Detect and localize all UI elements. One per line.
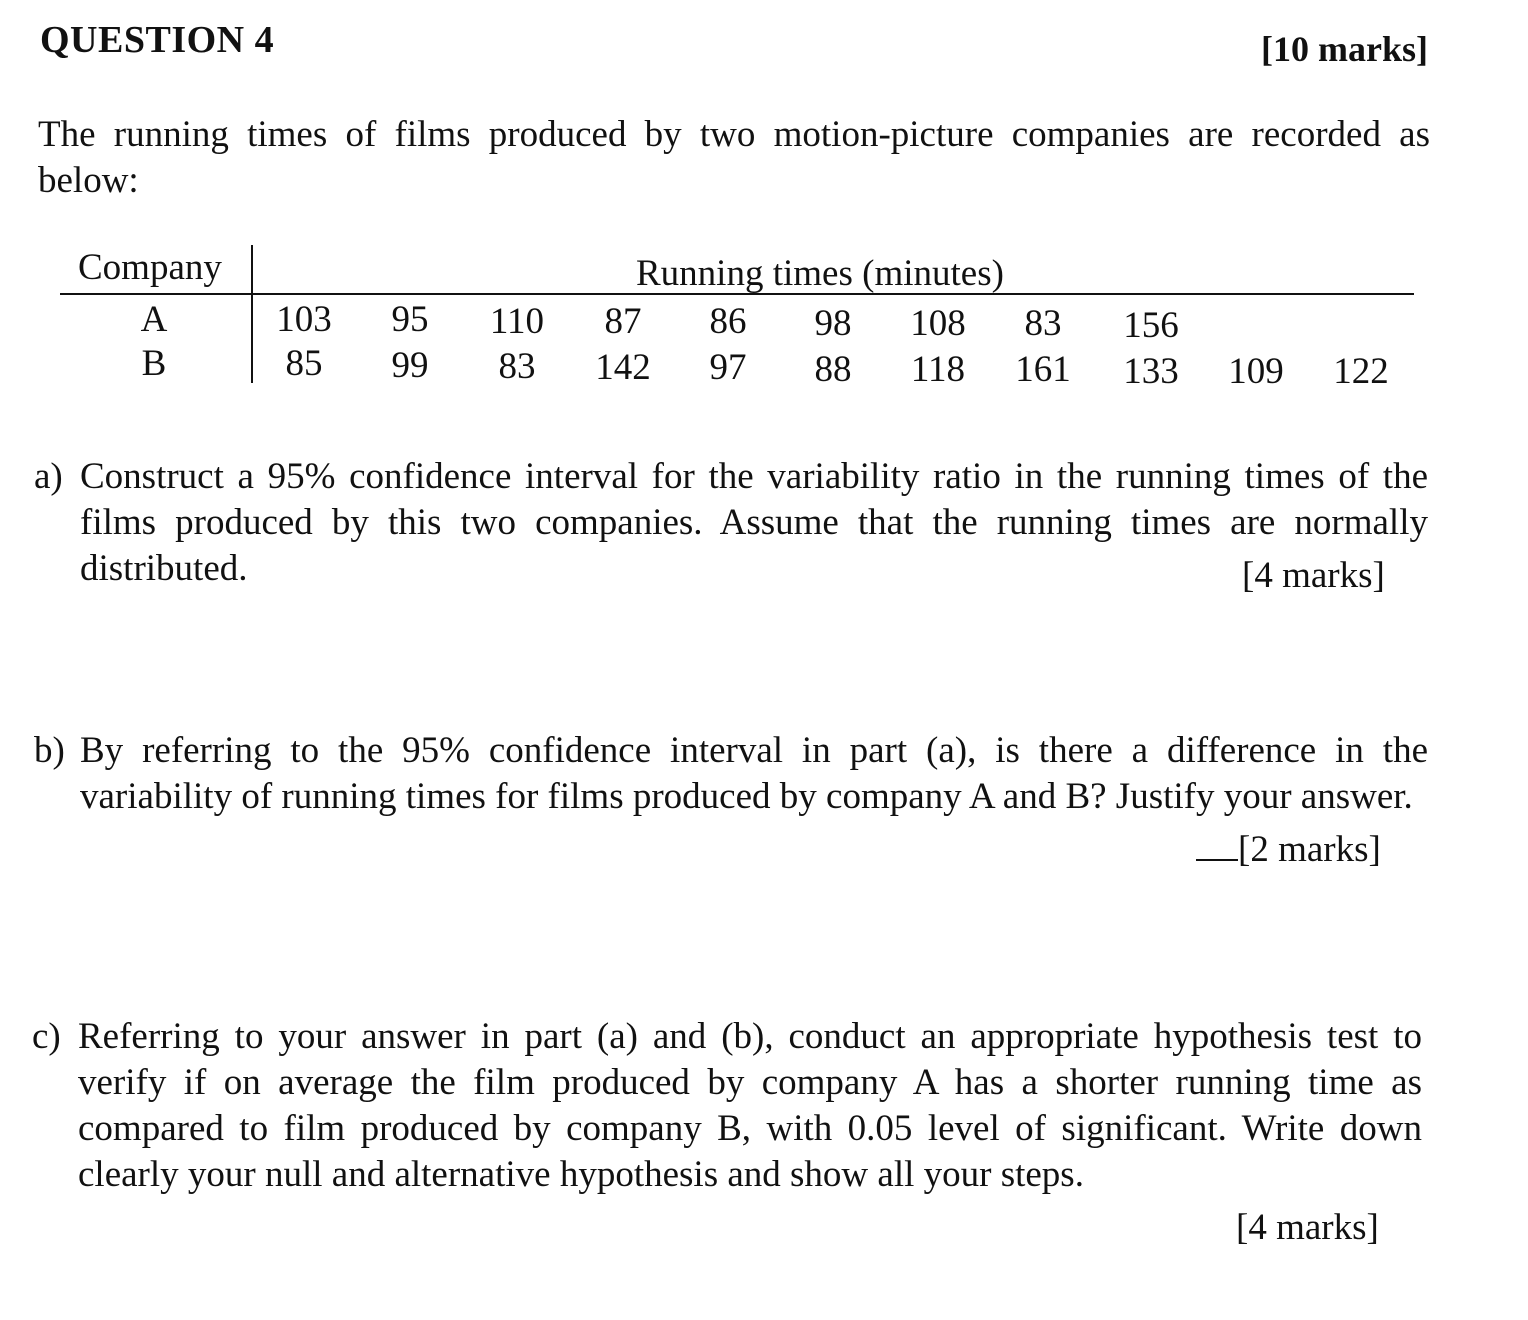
table-cell: 108 (910, 303, 966, 344)
question-total-marks: [10 marks] (1261, 29, 1428, 69)
table-cell: 109 (1228, 351, 1284, 392)
table-cell: 86 (709, 301, 747, 342)
part-c-text: Referring to your answer in part (a) and… (78, 1016, 1422, 1195)
part-a-letter: a) (34, 456, 63, 497)
part-b-marks-wrap: [2 marks] (1196, 828, 1381, 871)
table-cell: 95 (391, 299, 429, 340)
table-header-running-times: Running times (minutes) (636, 253, 1004, 294)
table-cell: 88 (814, 349, 852, 390)
table-cell: 118 (910, 349, 966, 390)
table-header-company: Company (78, 247, 222, 288)
question-intro: The running times of films produced by t… (38, 114, 1430, 201)
table-cell: 83 (498, 346, 536, 387)
table-cell: 98 (814, 303, 852, 344)
part-b-marks: [2 marks] (1238, 829, 1381, 870)
part-b-text: By referring to the 95% confidence inter… (80, 730, 1428, 817)
table-cell: 85 (285, 343, 323, 384)
table-header-rule (60, 293, 1414, 295)
table-cell: 122 (1333, 351, 1389, 392)
part-b-letter: b) (34, 730, 65, 771)
table-column-divider (251, 245, 253, 383)
table-cell: 156 (1123, 305, 1179, 346)
question-title: QUESTION 4 (40, 19, 275, 61)
table-cell: 87 (604, 301, 642, 342)
table-cell: 133 (1123, 351, 1179, 392)
row-label-a: A (140, 299, 168, 340)
table-cell: 161 (1015, 349, 1071, 390)
answer-blank-line (1196, 859, 1238, 861)
table-cell: 103 (276, 299, 332, 340)
part-c-letter: c) (32, 1016, 61, 1057)
table-cell: 83 (1024, 303, 1062, 344)
part-a-marks: [4 marks] (1242, 555, 1385, 596)
table-cell: 99 (391, 345, 429, 386)
row-label-b: B (141, 343, 167, 384)
part-a-text: Construct a 95% confidence interval for … (80, 456, 1428, 589)
table-cell: 97 (709, 347, 747, 388)
table-cell: 110 (489, 301, 545, 342)
table-cell: 142 (595, 347, 651, 388)
part-c-marks: [4 marks] (1236, 1207, 1379, 1248)
